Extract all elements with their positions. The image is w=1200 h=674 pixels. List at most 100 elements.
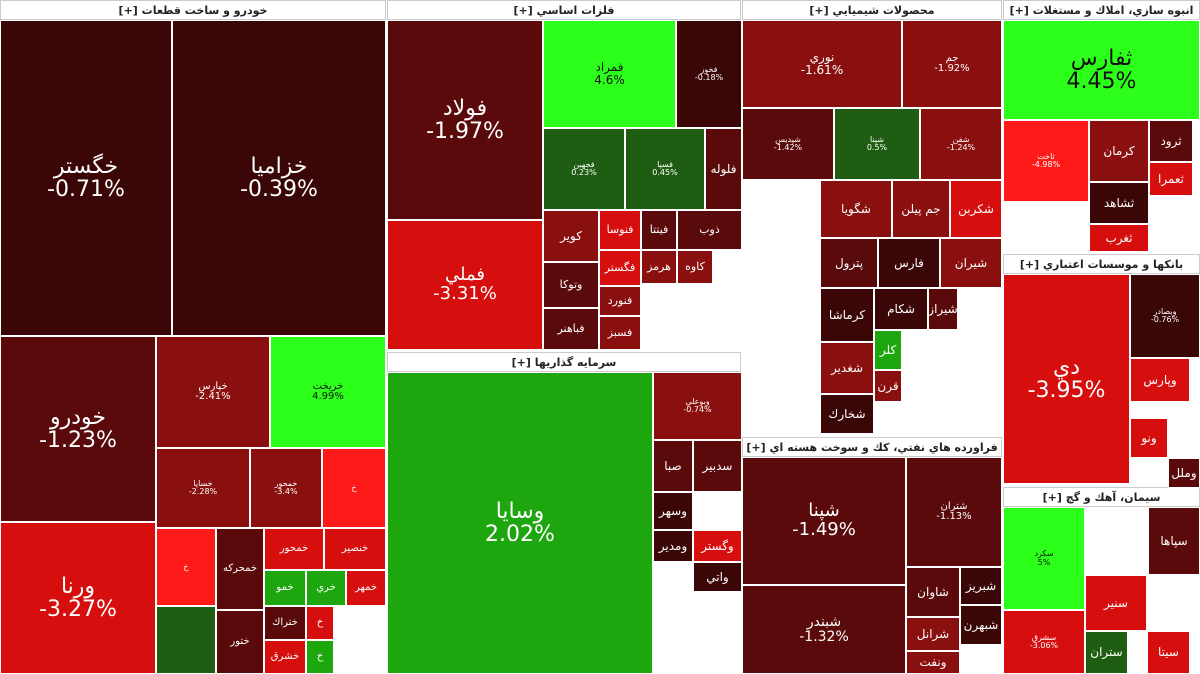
stock-tile[interactable]: فباهنر <box>543 308 599 350</box>
stock-tile[interactable]: خري <box>306 570 346 606</box>
stock-tile[interactable]: كلر <box>874 330 902 370</box>
stock-tile[interactable]: خمهر <box>346 570 386 606</box>
stock-tile[interactable]: ثاخت -4.98% <box>1003 120 1089 202</box>
stock-tile[interactable]: سدبير <box>693 440 742 492</box>
stock-tile[interactable]: سنير <box>1085 575 1147 631</box>
stock-tile[interactable]: فسبز <box>599 316 641 350</box>
stock-tile[interactable]: وملل <box>1168 458 1200 488</box>
stock-tile[interactable]: سكرد 5% <box>1003 507 1085 610</box>
stock-tile[interactable]: سيتا <box>1147 631 1190 674</box>
stock-tile[interactable]: خ <box>322 448 386 528</box>
stock-tile[interactable]: كرماشا <box>820 288 874 342</box>
stock-tile[interactable]: خنصير <box>324 528 386 570</box>
stock-tile[interactable]: فارس <box>878 238 940 288</box>
stock-tile[interactable]: وتوكا <box>543 262 599 308</box>
stock-tile[interactable]: شيران <box>940 238 1002 288</box>
stock-tile[interactable]: قرن <box>874 370 902 402</box>
stock-tile[interactable]: ونفت <box>906 651 960 674</box>
stock-tile[interactable]: شبريز <box>960 567 1002 605</box>
stock-tile[interactable]: فخوز -0.18% <box>676 20 742 128</box>
stock-tile[interactable]: سشرق -3.06% <box>1003 610 1085 674</box>
sector-header-metals[interactable]: فلزات اساسي [+] <box>387 0 741 20</box>
sector-header-banks[interactable]: بانكها و موسسات اعتباري [+] <box>1003 254 1200 274</box>
stock-tile[interactable]: ذوب <box>677 210 742 250</box>
stock-tile[interactable]: ثفارس 4.45% <box>1003 20 1200 120</box>
stock-tile[interactable]: شغدير <box>820 342 874 394</box>
stock-tile[interactable]: فنورد <box>599 286 641 316</box>
stock-tile[interactable]: شپديس -1.42% <box>742 108 834 180</box>
stock-tile[interactable]: خمو <box>264 570 306 606</box>
stock-tile[interactable]: ومدير <box>653 530 693 562</box>
stock-tile[interactable]: خگستر -0.71% <box>0 20 172 336</box>
stock-tile[interactable]: شفن -1.24% <box>920 108 1002 180</box>
stock-tile[interactable]: جم پيلن <box>892 180 950 238</box>
stock-tile[interactable]: خشرق <box>264 640 306 674</box>
stock-tile[interactable]: شخارك <box>820 394 874 434</box>
sector-header-auto[interactable]: خودرو و ساخت قطعات [+] <box>0 0 386 20</box>
stock-tile[interactable]: خزاميا -0.39% <box>172 20 386 336</box>
stock-tile[interactable]: فجهبن 0.23% <box>543 128 625 210</box>
stock-tile[interactable]: كاوه <box>677 250 713 284</box>
stock-tile[interactable]: سپاها <box>1148 507 1200 575</box>
stock-tile[interactable]: شپنا 0.5% <box>834 108 920 180</box>
stock-tile[interactable]: وسهر <box>653 492 693 530</box>
stock-tile[interactable]: هرمز <box>641 250 677 284</box>
stock-tile[interactable]: ستران <box>1085 631 1128 674</box>
stock-tile[interactable]: فملي -3.31% <box>387 220 543 350</box>
stock-tile[interactable]: فنوسا <box>599 210 641 250</box>
stock-tile[interactable]: ثرود <box>1149 120 1193 162</box>
stock-tile[interactable]: خودرو -1.23% <box>0 336 156 522</box>
stock-tile[interactable]: وبصادر -0.76% <box>1130 274 1200 358</box>
stock-tile[interactable]: ختراك <box>264 606 306 640</box>
stock-tile[interactable]: شبندر -1.32% <box>742 585 906 674</box>
stock-tile[interactable]: پترول <box>820 238 878 288</box>
stock-tile[interactable]: جم -1.92% <box>902 20 1002 108</box>
stock-tile[interactable]: وگستر <box>693 530 742 562</box>
stock-tile[interactable]: فگستر <box>599 250 641 286</box>
stock-tile[interactable]: شپنا -1.49% <box>742 457 906 585</box>
stock-tile[interactable]: وپارس <box>1130 358 1190 402</box>
stock-tile[interactable]: خريخت 4.99% <box>270 336 386 448</box>
stock-tile[interactable]: خساپا -2.28% <box>156 448 250 528</box>
stock-tile[interactable]: نوري -1.61% <box>742 20 902 108</box>
stock-tile[interactable]: وبوعلي -0.74% <box>653 372 742 440</box>
stock-tile[interactable]: فمراد 4.6% <box>543 20 676 128</box>
sector-header-real-estate[interactable]: انبوه سازي، املاك و مستغلات [+] <box>1003 0 1200 20</box>
stock-tile[interactable] <box>156 606 216 674</box>
stock-tile[interactable]: ورنا -3.27% <box>0 522 156 674</box>
stock-tile[interactable]: خ <box>156 528 216 606</box>
stock-tile[interactable]: خمحور <box>264 528 324 570</box>
stock-tile[interactable]: فسپا 0.45% <box>625 128 705 210</box>
stock-tile[interactable]: صبا <box>653 440 693 492</box>
stock-tile[interactable]: خمحركه <box>216 528 264 610</box>
stock-tile[interactable]: فولاد -1.97% <box>387 20 543 220</box>
stock-tile[interactable]: شرانل <box>906 617 960 651</box>
sector-header-oil-products[interactable]: فراورده هاي نفتي، كك و سوخت هسته اي [+] <box>742 437 1002 457</box>
stock-tile[interactable]: شتران -1.13% <box>906 457 1002 567</box>
stock-tile[interactable]: شبهرن <box>960 605 1002 645</box>
sector-header-chemicals[interactable]: محصولات شيميايي [+] <box>742 0 1002 20</box>
stock-tile[interactable]: واتي <box>693 562 742 592</box>
stock-tile[interactable]: ثغرب <box>1089 224 1149 252</box>
stock-tile[interactable]: خمحور -3.4% <box>250 448 322 528</box>
sector-header-investment[interactable]: سرمايه گذاريها [+] <box>387 352 741 372</box>
stock-tile[interactable]: ونو <box>1130 418 1168 458</box>
stock-tile[interactable]: كرمان <box>1089 120 1149 182</box>
stock-tile[interactable]: فلوله <box>705 128 742 210</box>
stock-tile[interactable]: خ <box>306 606 334 640</box>
stock-tile[interactable]: ثعمرا <box>1149 162 1193 196</box>
stock-tile[interactable]: كوير <box>543 210 599 262</box>
stock-tile[interactable]: ثشاهد <box>1089 182 1149 224</box>
stock-tile[interactable]: ختور <box>216 610 264 674</box>
stock-tile[interactable]: خپارس -2.41% <box>156 336 270 448</box>
stock-tile[interactable]: فيتتا <box>641 210 677 250</box>
stock-tile[interactable]: شاوان <box>906 567 960 617</box>
stock-tile[interactable]: وسايا 2.02% <box>387 372 653 674</box>
stock-tile[interactable]: شكام <box>874 288 928 330</box>
sector-header-cement[interactable]: سيمان، آهك و گچ [+] <box>1003 487 1200 507</box>
stock-tile[interactable]: شيراز <box>928 288 958 330</box>
stock-tile[interactable]: خ <box>306 640 334 674</box>
stock-tile[interactable]: شگويا <box>820 180 892 238</box>
stock-tile[interactable]: شكربن <box>950 180 1002 238</box>
stock-tile[interactable]: دي -3.95% <box>1003 274 1130 484</box>
